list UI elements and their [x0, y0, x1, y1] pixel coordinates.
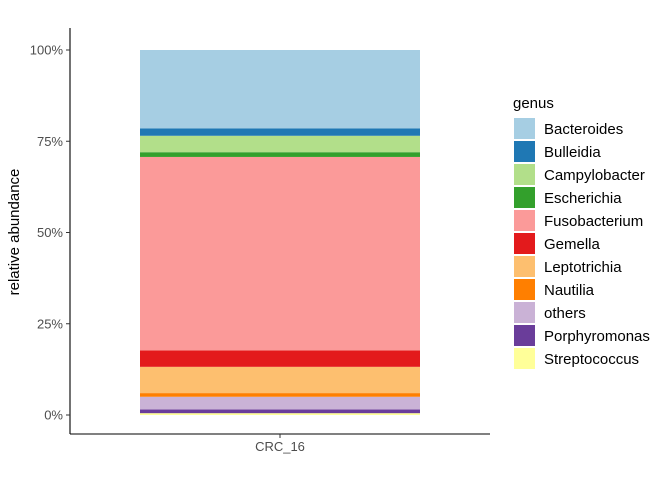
bar-segment-escherichia [140, 152, 420, 157]
legend-swatch-escherichia [514, 187, 535, 208]
bar-segment-fusobacterium [140, 156, 420, 351]
legend-swatch-gemella [514, 233, 535, 254]
bar-segment-streptococcus [140, 413, 420, 415]
legend-swatch-bulleidia [514, 141, 535, 162]
plot-area: 0% 25% 50% 75% 100% CRC_16 [30, 28, 490, 454]
legend-swatch-bacteroides [514, 118, 535, 139]
bar-segment-gemella [140, 350, 420, 367]
y-tick-label: 25% [37, 316, 63, 331]
bar-segment-bulleidia [140, 128, 420, 136]
legend-label-fusobacterium: Fusobacterium [544, 213, 643, 230]
bars [140, 50, 420, 415]
bar-segment-campylobacter [140, 135, 420, 153]
bar-segment-bacteroides [140, 50, 420, 129]
legend-title: genus [513, 95, 554, 112]
y-ticks: 0% 25% 50% 75% 100% [30, 43, 70, 423]
legend-items: Bacteroides Bulleidia Campylobacter Escheri… [514, 118, 650, 369]
legend-label-bacteroides: Bacteroides [544, 121, 623, 138]
legend-swatch-nautilia [514, 279, 535, 300]
bar-segment-nautilia [140, 393, 420, 397]
legend-label-streptococcus: Streptococcus [544, 351, 639, 368]
x-ticks: CRC_16 [255, 434, 305, 454]
legend-label-bulleidia: Bulleidia [544, 144, 601, 161]
legend-swatch-others [514, 302, 535, 323]
bar-segment-others [140, 396, 420, 410]
y-tick-label: 0% [44, 408, 63, 423]
legend-label-porphyromonas: Porphyromonas [544, 328, 650, 345]
legend-swatch-streptococcus [514, 348, 535, 369]
bar-segment-leptotrichia [140, 366, 420, 394]
y-axis-title: relative abundance [6, 169, 23, 296]
legend-label-leptotrichia: Leptotrichia [544, 259, 622, 276]
bar-segment-porphyromonas [140, 409, 420, 414]
legend-label-gemella: Gemella [544, 236, 601, 253]
legend-swatch-porphyromonas [514, 325, 535, 346]
x-tick-label: CRC_16 [255, 439, 305, 454]
legend: genus Bacteroides Bulleidia Campylobacter E… [513, 95, 650, 369]
legend-label-escherichia: Escherichia [544, 190, 622, 207]
y-tick-label: 50% [37, 225, 63, 240]
y-tick-label: 75% [37, 134, 63, 149]
y-tick-label: 100% [30, 43, 64, 58]
legend-swatch-leptotrichia [514, 256, 535, 277]
legend-swatch-campylobacter [514, 164, 535, 185]
legend-label-campylobacter: Campylobacter [544, 167, 645, 184]
legend-label-others: others [544, 305, 586, 322]
legend-label-nautilia: Nautilia [544, 282, 595, 299]
legend-swatch-fusobacterium [514, 210, 535, 231]
